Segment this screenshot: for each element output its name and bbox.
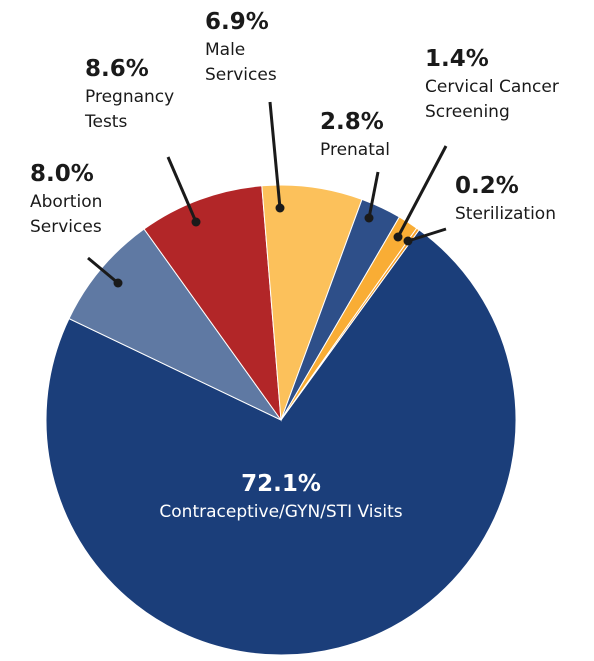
category-label: Contraceptive/GYN/STI Visits bbox=[159, 501, 403, 522]
pie-slice bbox=[45, 229, 517, 656]
leader-dot bbox=[403, 236, 413, 246]
value-label: 8.0% bbox=[30, 161, 94, 187]
category-label: Sterilization bbox=[455, 203, 556, 224]
category-label: Male Services bbox=[205, 39, 277, 85]
leader-dot bbox=[275, 203, 285, 213]
value-label: 2.8% bbox=[320, 109, 384, 135]
leader-dot bbox=[113, 278, 123, 288]
leader-line bbox=[367, 171, 380, 219]
category-label: Prenatal bbox=[320, 139, 391, 160]
leader-line bbox=[396, 145, 448, 238]
leader-dot bbox=[191, 217, 201, 227]
category-label: Pregnancy Tests bbox=[85, 86, 175, 132]
leader-dot bbox=[364, 213, 374, 223]
slice-label: 72.1% Contraceptive/GYN/STI Visits bbox=[131, 470, 431, 525]
value-label: 6.9% bbox=[205, 9, 269, 35]
category-label: Cervical Cancer Screening bbox=[425, 76, 559, 122]
slice-label: 2.8% Prenatal bbox=[320, 108, 430, 163]
value-label: 0.2% bbox=[455, 173, 519, 199]
slice-label: 8.6% Pregnancy Tests bbox=[85, 55, 205, 134]
pie-slice bbox=[143, 185, 282, 422]
leader-dot bbox=[393, 232, 403, 242]
value-label: 72.1% bbox=[241, 471, 321, 497]
category-label: Abortion Services bbox=[30, 191, 103, 237]
slice-label: 6.9% Male Services bbox=[205, 8, 315, 87]
value-label: 8.6% bbox=[85, 56, 149, 82]
leader-line bbox=[166, 156, 198, 223]
slice-label: 0.2% Sterilization bbox=[455, 172, 585, 227]
slice-label: 1.4% Cervical Cancer Screening bbox=[425, 45, 575, 124]
value-label: 1.4% bbox=[425, 46, 489, 72]
leader-line bbox=[87, 256, 119, 285]
leader-line bbox=[268, 101, 282, 209]
leader-line bbox=[407, 227, 447, 243]
slice-label: 8.0% Abortion Services bbox=[30, 160, 140, 239]
pie-slice bbox=[280, 227, 420, 421]
